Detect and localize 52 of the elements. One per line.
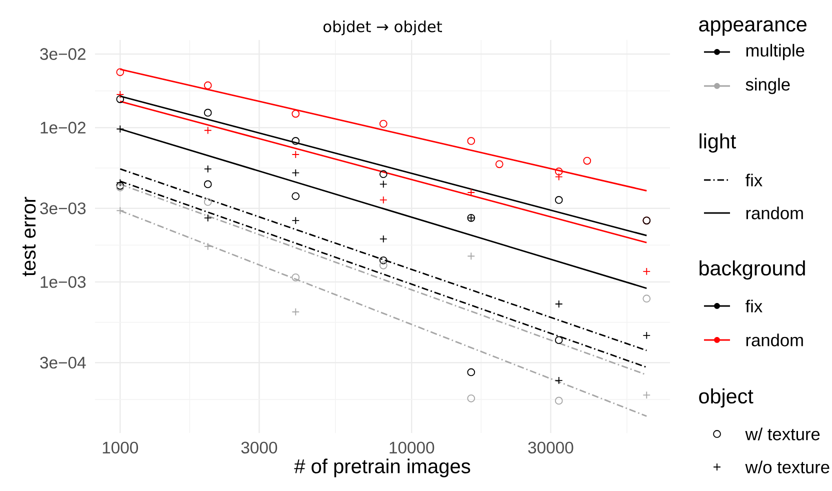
point (204, 180, 212, 188)
point (292, 110, 300, 118)
y-tick-label: 3e−03 (40, 202, 86, 214)
text: single (746, 78, 790, 94)
text: random (746, 206, 803, 220)
chart-title: objdet → objdet (324, 20, 442, 36)
point (379, 261, 388, 270)
point (467, 252, 476, 260)
y-axis-title: test error (22, 196, 36, 276)
text: w/ texture (745, 428, 820, 440)
point (292, 273, 300, 282)
text: object (699, 388, 754, 408)
point (292, 137, 300, 145)
point (379, 120, 388, 128)
text: w/o texture (745, 460, 830, 474)
point (554, 196, 563, 204)
text: random (746, 334, 803, 346)
text: appearance (699, 20, 806, 36)
point (204, 126, 212, 134)
x-tick-label: 1000 (102, 442, 138, 454)
point (116, 95, 124, 104)
point (554, 396, 563, 405)
x-tick-label: 3000 (241, 442, 278, 454)
text: fix (746, 300, 762, 312)
point (379, 170, 388, 178)
y-tick-label: 3e−02 (40, 48, 86, 60)
text: light (700, 133, 736, 153)
point (379, 180, 388, 188)
text: background (700, 260, 805, 280)
point (379, 256, 388, 264)
point (204, 81, 212, 90)
text: multiple (746, 44, 804, 60)
point (292, 192, 300, 200)
text: fix (746, 174, 762, 186)
point (467, 368, 476, 376)
point (467, 394, 476, 402)
x-tick-label: 30000 (528, 442, 574, 454)
y-tick-label: 1e−03 (40, 276, 86, 288)
point (467, 137, 476, 145)
point (116, 68, 124, 76)
x-axis-title: # of pretrain images (294, 458, 470, 478)
point (554, 336, 563, 344)
point (554, 172, 563, 181)
point (642, 294, 651, 303)
point (292, 168, 300, 177)
y-tick-label: 1e−02 (40, 122, 86, 134)
y-tick-label: 3e−04 (40, 356, 86, 369)
point (116, 206, 124, 215)
x-tick-label: 10000 (390, 442, 434, 454)
point (292, 308, 300, 316)
point (204, 198, 212, 206)
point (204, 108, 212, 117)
